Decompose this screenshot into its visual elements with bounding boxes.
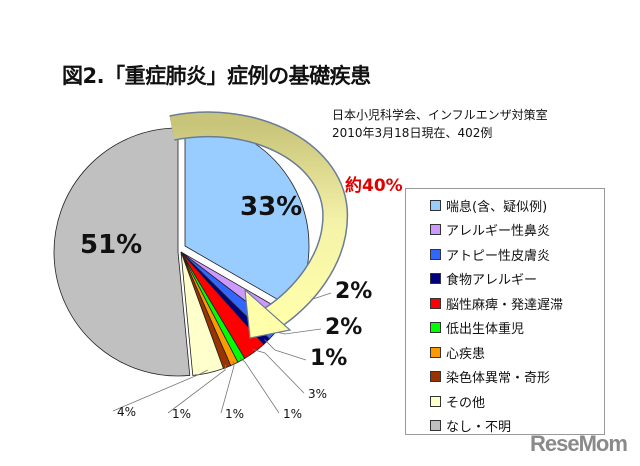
legend-item: 食物アレルギー: [406, 267, 604, 292]
data-label: 4%: [117, 405, 136, 419]
data-label: 1%: [225, 407, 244, 421]
legend-swatch: [430, 420, 441, 432]
legend-label: 喘息(含、疑似例): [446, 199, 548, 215]
legend-swatch: [430, 248, 441, 260]
legend-swatch: [430, 322, 441, 334]
legend-swatch: [430, 346, 441, 358]
leader-line: [112, 369, 208, 412]
data-label: 2%: [335, 279, 372, 304]
leader-line: [220, 361, 235, 414]
leader-line: [239, 357, 280, 414]
legend-label: その他: [446, 395, 486, 411]
data-label: 1%: [172, 407, 191, 421]
legend-item: 低出生体重児: [406, 316, 604, 341]
leader-line: [167, 364, 227, 414]
legend-swatch: [430, 224, 441, 236]
legend-swatch: [430, 297, 441, 309]
legend-label: 心疾患: [446, 346, 486, 362]
legend-swatch: [430, 371, 441, 383]
legend-item: 喘息(含、疑似例): [406, 193, 604, 218]
legend: 喘息(含、疑似例) アレルギー性鼻炎 アトピー性皮膚炎 食物アレルギー脳性麻痺・発達遅…: [405, 188, 605, 435]
data-label: 2%: [325, 315, 362, 340]
legend-item: アトピー性皮膚炎: [406, 242, 604, 267]
annotation-label: 約40%: [345, 175, 403, 196]
curved-arrow-icon: [169, 111, 349, 339]
legend-item: 染色体異常・奇形: [406, 365, 604, 390]
legend-swatch: [430, 395, 441, 407]
legend-label: 食物アレルギー: [446, 273, 538, 289]
watermark-logo: ReseMom: [530, 431, 628, 456]
leader-line: [264, 339, 307, 361]
pie-slice: [180, 251, 224, 376]
legend-item: その他: [406, 389, 604, 414]
chart-title: 図2.「重症肺炎」症例の基礎疾患: [62, 64, 371, 88]
data-label: 33%: [240, 192, 302, 222]
legend-item: アレルギー性鼻炎: [406, 218, 604, 243]
legend-label: 低出生体重児: [446, 322, 525, 338]
legend-label: アトピー性皮膚炎: [446, 248, 551, 264]
legend-label: なし・不明: [446, 420, 512, 436]
pie-slice: [53, 127, 191, 377]
legend-swatch: [430, 273, 441, 285]
data-label: 1%: [310, 346, 347, 371]
data-label: 51%: [80, 230, 142, 260]
legend-swatch: [430, 199, 441, 211]
leader-line: [252, 349, 305, 394]
legend-item: なし・不明: [406, 414, 604, 439]
data-label: 1%: [283, 407, 302, 421]
legend-item: 心疾患: [406, 340, 604, 365]
legend-item: 脳性麻痺・発達遅滞: [406, 291, 604, 316]
data-label: 3%: [308, 387, 327, 401]
source-line-1: 日本小児科学会、インフルエンザ対策室: [332, 108, 548, 122]
legend-label: 染色体異常・奇形: [446, 371, 551, 387]
source-line-2: 2010年3月18日現在、402例: [332, 126, 493, 140]
legend-label: 脳性麻痺・発達遅滞: [446, 297, 564, 313]
legend-label: アレルギー性鼻炎: [446, 224, 551, 240]
